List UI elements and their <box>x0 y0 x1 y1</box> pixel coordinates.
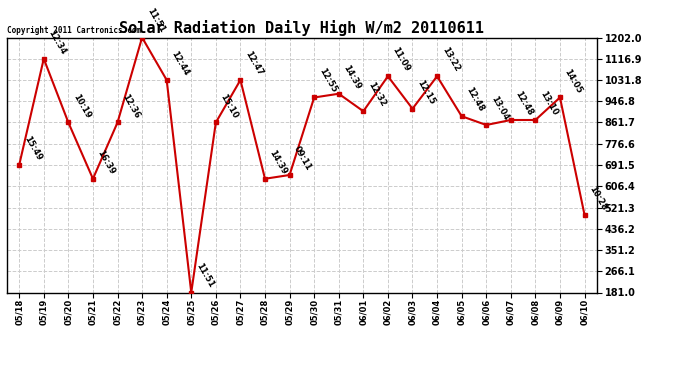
Text: 12:36: 12:36 <box>120 92 141 120</box>
Title: Solar Radiation Daily High W/m2 20110611: Solar Radiation Daily High W/m2 20110611 <box>119 20 484 36</box>
Text: Copyright 2011 Cartronics.com: Copyright 2011 Cartronics.com <box>7 26 141 35</box>
Text: 12:48: 12:48 <box>464 86 486 114</box>
Text: 12:48: 12:48 <box>513 90 535 117</box>
Text: 10:19: 10:19 <box>71 92 92 120</box>
Text: 11:51: 11:51 <box>145 7 166 35</box>
Text: 15:10: 15:10 <box>219 92 240 120</box>
Text: 12:44: 12:44 <box>170 50 190 77</box>
Text: 13:04: 13:04 <box>489 94 510 122</box>
Text: 12:34: 12:34 <box>46 28 68 56</box>
Text: 14:39: 14:39 <box>342 63 363 91</box>
Text: 11:09: 11:09 <box>391 46 412 74</box>
Text: 13:22: 13:22 <box>440 46 461 74</box>
Text: 12:55: 12:55 <box>317 67 338 95</box>
Text: 10:28: 10:28 <box>587 184 609 212</box>
Text: 14:05: 14:05 <box>563 67 584 95</box>
Text: 12:15: 12:15 <box>415 78 437 106</box>
Text: 12:47: 12:47 <box>243 50 264 77</box>
Text: 14:39: 14:39 <box>268 148 289 176</box>
Text: 15:49: 15:49 <box>22 135 43 162</box>
Text: 11:51: 11:51 <box>194 262 215 290</box>
Text: 12:32: 12:32 <box>366 81 387 108</box>
Text: 13:10: 13:10 <box>538 90 560 117</box>
Text: 16:39: 16:39 <box>96 148 117 176</box>
Text: 09:11: 09:11 <box>293 145 313 172</box>
